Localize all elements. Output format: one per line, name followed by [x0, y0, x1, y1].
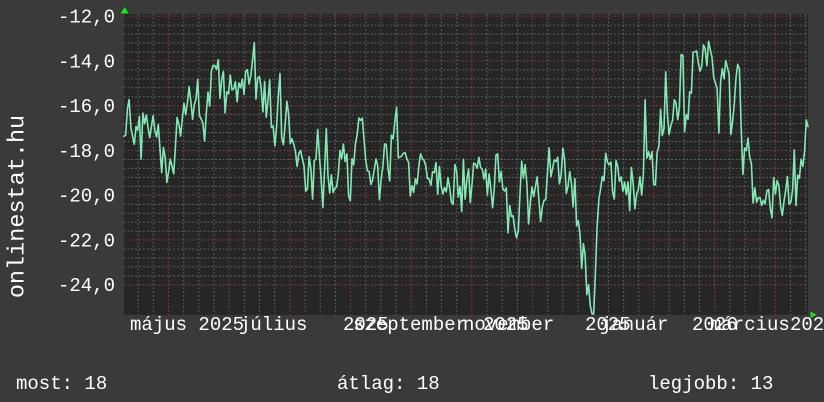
svg-text:2025: 2025: [483, 314, 529, 336]
svg-text:átlag: 18: átlag: 18: [337, 373, 440, 395]
svg-text:-22,0: -22,0: [58, 230, 115, 252]
svg-text:legjobb: 13: legjobb: 13: [648, 373, 773, 395]
svg-text:-18,0: -18,0: [58, 141, 115, 163]
svg-text:-16,0: -16,0: [58, 96, 115, 118]
svg-text:2026: 2026: [790, 314, 824, 336]
svg-text:március: március: [710, 314, 790, 336]
svg-text:május 2025: május 2025: [130, 314, 244, 336]
svg-text:január: január: [600, 314, 668, 336]
svg-text:július: július: [239, 314, 307, 336]
svg-text:-14,0: -14,0: [58, 51, 115, 73]
svg-text:szeptember: szeptember: [353, 314, 467, 336]
svg-text:-24,0: -24,0: [58, 275, 115, 297]
svg-text:onlinestat.hu: onlinestat.hu: [5, 115, 32, 298]
svg-text:-12,0: -12,0: [58, 7, 115, 29]
svg-text:-20,0: -20,0: [58, 186, 115, 208]
svg-text:most: 18: most: 18: [16, 373, 107, 395]
